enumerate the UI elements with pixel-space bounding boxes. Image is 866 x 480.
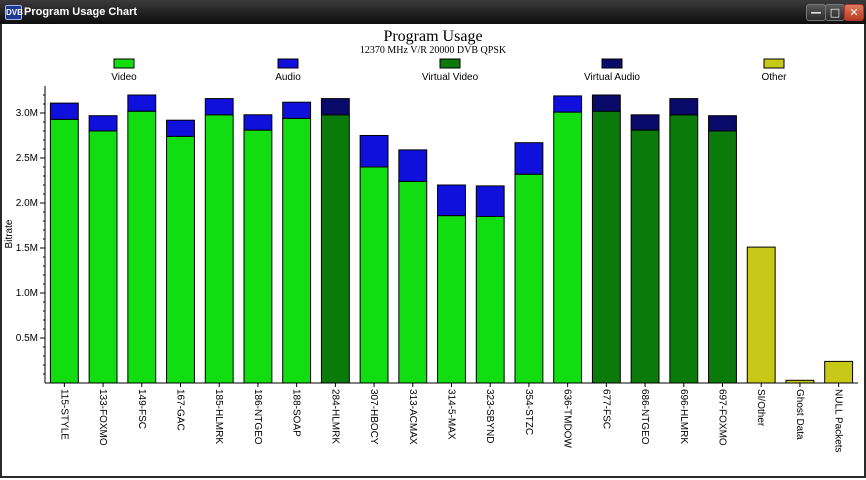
bar-segment [359,166,389,384]
bar-segment [166,135,195,384]
bar-segment [320,114,350,384]
x-tick-label: 636-TMDOW [562,389,573,448]
bar-segment [630,129,660,384]
x-tick-label: 188-SOAP [291,389,302,437]
legend-swatch [763,58,785,69]
bar-segment [669,98,699,116]
legend-label: Audio [275,72,301,83]
bar-segment [708,130,737,384]
bar-segment [127,94,157,112]
bar-segment [88,130,118,384]
x-tick-label: 307-HBOCY [368,389,379,445]
maximize-button[interactable]: □ [825,4,845,21]
bar-segment [49,102,79,120]
bar-segment [282,117,312,384]
bar-segment [514,173,544,384]
window-title: Program Usage Chart [24,6,138,18]
legend-label: Virtual Video [422,72,479,83]
x-tick-label: 686-NTGEO [639,389,650,445]
x-tick-label: Ghost Data [794,389,805,440]
bar-segment [475,185,505,217]
y-tick-label: 2.5M [16,153,38,164]
chart-subtitle: 12370 MHz V/R 20000 DVB QPSK [360,45,507,56]
legend-label: Other [761,72,787,83]
x-tick-label: 167-GAC [175,389,186,431]
legend-swatch [601,58,623,69]
y-tick-label: 3.0M [16,108,38,119]
plot-area: 0.5M 1.0M 1.5M 2.0M 2.5M 3.0M 115-STYLE 133-FOX… [16,86,858,453]
bar-segment [282,101,312,119]
y-axis-label: Bitrate [4,219,15,248]
minimize-button[interactable]: — [806,4,826,21]
bar-segment [127,110,157,384]
bar-segment [437,215,466,384]
x-tick-label: SI/Other [755,389,766,427]
legend-label: Video [111,72,137,83]
x-tick-label: 133-FOXMO [97,389,108,446]
x-tick-label: 186-NTGEO [252,389,263,445]
bar-segment [591,94,621,112]
x-tick-label: 313-ACMAX [407,389,418,445]
legend-label: Virtual Audio [584,72,640,83]
bar-segment [708,115,737,132]
bar-segment [591,110,621,384]
bar-segment [514,142,544,175]
y-tick-label: 1.0M [16,288,38,299]
app-logo-icon: DVB [5,5,23,20]
bar-segment [204,114,234,384]
x-tick-label: 284-HLMRK [329,389,340,444]
window-titlebar: DVB Program Usage Chart — □ ✕ [0,0,866,24]
bar-segment [475,216,505,384]
bar-segment [437,184,466,217]
legend-swatch [277,58,299,69]
bar-segment [320,98,350,116]
bar-segment [398,180,428,384]
x-tick-label: 185-HLMRK [213,389,224,444]
bar-segment [553,111,583,384]
bar-segment [166,119,195,137]
x-tick-label: 354-STZC [523,389,534,435]
bar-segment [243,114,273,131]
legend-swatch [113,58,135,69]
x-tick-label: 323-SBYND [484,389,495,443]
bar-segment [824,360,854,384]
x-tick-label: 696-HLMRK [678,389,689,444]
bar-segment [359,135,389,168]
x-tick-label: 697-FOXMO [717,389,728,446]
bar-segment [243,129,273,384]
chart-legend: Video Audio Virtual Video Virtual Audio Othe… [111,58,787,83]
bar-segment [204,98,234,116]
bar-segment [785,379,815,384]
x-tick-label: 149-FSC [136,389,147,429]
program-usage-chart: Program Usage 12370 MHz V/R 20000 DVB QP… [4,28,858,453]
bar-segment [669,114,699,384]
bar-segment [746,246,776,384]
bar-segment [88,115,118,132]
bar-segment [553,95,583,113]
x-tick-label: 677-FSC [600,389,611,429]
chart-title: Program Usage [383,28,482,45]
x-tick-label: NULL Packets [833,389,844,453]
close-button[interactable]: ✕ [844,4,864,21]
bar-segment [49,118,79,384]
bar-segment [398,149,428,182]
x-tick-label: 314-5-MAX [446,389,457,440]
y-tick-label: 2.0M [16,198,38,209]
bar-segment [630,114,660,131]
legend-swatch [439,58,461,69]
x-tick-label: 115-STYLE [58,389,69,440]
y-tick-label: 1.5M [16,243,38,254]
y-tick-label: 0.5M [16,333,38,344]
